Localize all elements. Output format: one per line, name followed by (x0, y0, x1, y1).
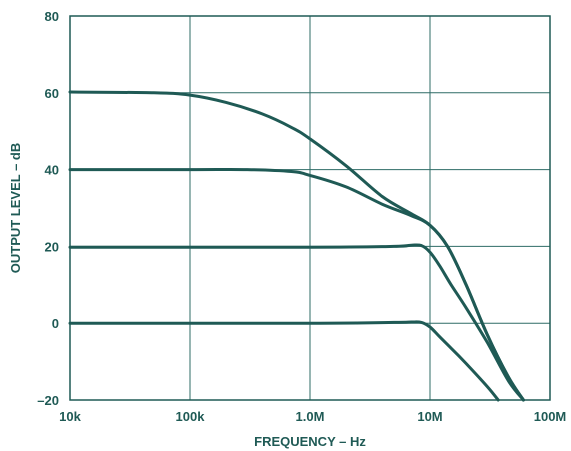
series-line-1 (68, 167, 525, 402)
y-tick-label: 0 (52, 316, 59, 331)
y-tick-label: 20 (45, 239, 59, 254)
x-tick-label: 10M (417, 409, 442, 424)
x-axis-label: FREQUENCY – Hz (254, 434, 366, 449)
x-tick-label: 1.0M (296, 409, 325, 424)
y-tick-label: –20 (37, 393, 59, 408)
plot-frame (69, 15, 551, 401)
y-axis-label: OUTPUT LEVEL – dB (8, 143, 23, 274)
y-tick-label: 80 (45, 9, 59, 24)
y-tick-labels: 80 60 40 20 0 –20 (37, 9, 59, 408)
series-line-2 (68, 243, 525, 402)
x-tick-label: 100M (534, 409, 567, 424)
grid (69, 15, 551, 401)
series-line-3 (68, 320, 500, 402)
x-tick-label: 100k (176, 409, 206, 424)
x-tick-label: 10k (59, 409, 81, 424)
x-tick-labels: 10k 100k 1.0M 10M 100M (59, 409, 566, 424)
y-tick-label: 40 (45, 163, 59, 178)
y-tick-label: 60 (45, 86, 59, 101)
series-layer (68, 90, 525, 402)
